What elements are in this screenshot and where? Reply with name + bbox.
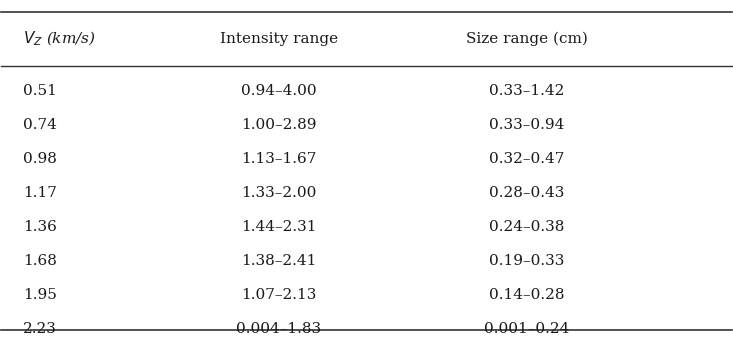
Text: 0.98: 0.98	[23, 152, 57, 166]
Text: 0.74: 0.74	[23, 118, 57, 132]
Text: 0.51: 0.51	[23, 84, 57, 98]
Text: 1.17: 1.17	[23, 186, 57, 200]
Text: 1.38–2.41: 1.38–2.41	[241, 254, 317, 268]
Text: 2.23: 2.23	[23, 322, 57, 336]
Text: 0.24–0.38: 0.24–0.38	[490, 220, 565, 234]
Text: 0.94–4.00: 0.94–4.00	[241, 84, 317, 98]
Text: 1.07–2.13: 1.07–2.13	[241, 288, 317, 302]
Text: 1.68: 1.68	[23, 254, 57, 268]
Text: 0.14–0.28: 0.14–0.28	[490, 288, 565, 302]
Text: Size range (cm): Size range (cm)	[466, 31, 588, 46]
Text: 0.33–1.42: 0.33–1.42	[490, 84, 565, 98]
Text: 1.13–1.67: 1.13–1.67	[241, 152, 317, 166]
Text: 0.33–0.94: 0.33–0.94	[490, 118, 565, 132]
Text: 1.44–2.31: 1.44–2.31	[241, 220, 317, 234]
Text: 0.004–1.83: 0.004–1.83	[236, 322, 322, 336]
Text: 0.32–0.47: 0.32–0.47	[490, 152, 565, 166]
Text: 0.001–0.24: 0.001–0.24	[485, 322, 570, 336]
Text: 1.95: 1.95	[23, 288, 57, 302]
Text: 0.19–0.33: 0.19–0.33	[490, 254, 565, 268]
Text: Intensity range: Intensity range	[220, 32, 338, 46]
Text: 1.00–2.89: 1.00–2.89	[241, 118, 317, 132]
Text: $V_Z$ (km/s): $V_Z$ (km/s)	[23, 29, 96, 48]
Text: 1.33–2.00: 1.33–2.00	[241, 186, 317, 200]
Text: 0.28–0.43: 0.28–0.43	[490, 186, 565, 200]
Text: 1.36: 1.36	[23, 220, 57, 234]
